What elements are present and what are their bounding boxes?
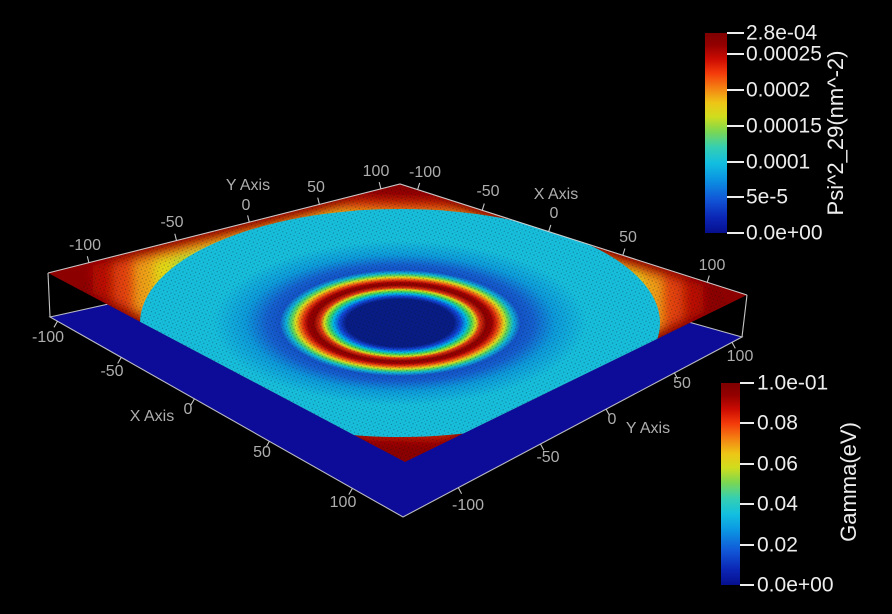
x-axis-title: X Axis xyxy=(533,186,579,203)
colorbar-tick-label: 0.0001 xyxy=(746,150,811,174)
y-axis-tick-label: -100 xyxy=(68,237,102,254)
colorbar-tick-label: 0.00025 xyxy=(746,42,822,66)
colorbar-tick-label: 0.02 xyxy=(757,533,798,557)
colorbar-tick-label: 0.04 xyxy=(757,492,798,516)
colorbar-tick xyxy=(727,89,744,92)
x-axis-tick-label: 0 xyxy=(549,205,559,222)
colorbar-tick xyxy=(740,422,754,425)
y-axis-title: Y Axis xyxy=(225,177,271,194)
y-axis-tick-label: 0 xyxy=(241,197,251,214)
x-axis-tick-label: 100 xyxy=(698,257,726,274)
y-axis-tick-label: -50 xyxy=(160,214,184,231)
colorbar-tick xyxy=(740,543,754,546)
x-axis-tick-label: -100 xyxy=(31,329,65,346)
colorbar-psi2-gradient xyxy=(705,33,727,233)
colorbar-tick-label: 0.0e+00 xyxy=(746,221,823,245)
axes-grid xyxy=(47,183,748,338)
colorbar-gamma[interactable]: 1.0e-01 0.08 0.06 0.04 0.02 0.0e+00 xyxy=(721,373,891,596)
colorbar-tick xyxy=(727,124,744,127)
axes-grid-top-edges xyxy=(47,183,748,296)
x-axis-tick-label: 100 xyxy=(329,494,357,511)
colorbar-tick xyxy=(740,584,754,586)
x-axis-title: X Axis xyxy=(129,408,175,425)
x-axis-tick-label: -100 xyxy=(408,164,442,181)
colorbar-gamma-gradient xyxy=(721,383,740,585)
colorbar-tick-label: 0.06 xyxy=(757,452,798,476)
x-axis-tick-label: -50 xyxy=(100,363,124,380)
colorbar-psi2-title: Psi^2_29(nm^-2) xyxy=(823,50,848,216)
x-axis-tick-label: 50 xyxy=(619,229,637,246)
x-axis-tick-label: -50 xyxy=(476,183,500,200)
colorbar-psi2[interactable]: 2.8e-04 0.00025 0.0002 0.00015 0.0001 5e… xyxy=(705,23,892,244)
y-axis-tick-label: 100 xyxy=(362,163,390,180)
axes-grid-corner-left xyxy=(47,272,51,318)
colorbar-tick xyxy=(727,32,744,34)
y-axis-tick-label: -50 xyxy=(536,449,560,466)
y-axis-tick-label: -100 xyxy=(451,497,485,514)
axes-grid-corner-right xyxy=(741,294,748,338)
colorbar-gamma-title: Gamma(eV) xyxy=(836,422,861,542)
x-axis-tick-label: 50 xyxy=(253,444,271,461)
colorbar-tick-label: 1.0e-01 xyxy=(757,371,829,395)
x-axis-tick-label: 0 xyxy=(183,401,193,418)
colorbar-tick-label: 5e-5 xyxy=(746,185,789,209)
colorbar-tick xyxy=(727,53,744,56)
y-axis-title: Y Axis xyxy=(625,420,671,437)
colorbar-tick xyxy=(740,462,754,465)
axis-ticks xyxy=(53,181,736,495)
colorbar-tick-label: 0.0e+00 xyxy=(757,573,834,597)
colorbar-tick-label: 0.00015 xyxy=(746,114,822,138)
colorbar-tick xyxy=(727,196,744,199)
colorbar-tick xyxy=(727,232,744,234)
colorbar-tick xyxy=(740,503,754,506)
colorbar-tick-label: 0.08 xyxy=(757,411,798,435)
y-axis-tick-label: 50 xyxy=(673,375,691,392)
colorbar-tick xyxy=(727,160,744,163)
y-axis-tick-label: 100 xyxy=(726,348,754,365)
colorbar-tick-label: 0.0002 xyxy=(746,78,811,102)
y-axis-tick-label: 50 xyxy=(307,179,325,196)
colorbar-tick-label: 2.8e-04 xyxy=(746,21,818,45)
y-axis-tick-label: 0 xyxy=(607,411,617,428)
colorbar-tick xyxy=(740,382,754,384)
